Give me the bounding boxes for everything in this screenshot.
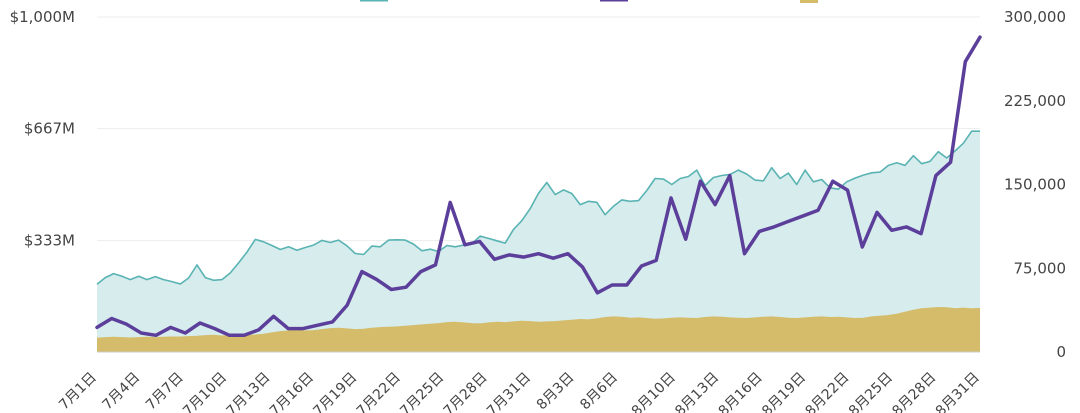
x-tick-label: 8月10日 — [629, 370, 679, 413]
legend — [360, 0, 818, 3]
x-tick-label: 8月25日 — [846, 369, 896, 413]
x-tick-label: 7月19日 — [310, 370, 360, 413]
x-tick-label: 8月16日 — [716, 370, 766, 413]
x-tick-label: 7月28日 — [441, 369, 491, 413]
y-right-tick-label: 225,000 — [1004, 92, 1066, 110]
y-right-tick-label: 75,000 — [1014, 259, 1067, 277]
x-tick-label: 8月3日 — [534, 370, 578, 413]
x-tick-label: 7月22日 — [354, 370, 404, 413]
y-left-tick-label: $1,000M — [10, 8, 75, 26]
y-axis-right: 300,000 225,000 150,000 75,000 0 — [1004, 8, 1066, 361]
x-tick-label: 7月1日 — [56, 370, 100, 413]
x-tick-label: 8月31日 — [933, 370, 983, 413]
legend-marker — [800, 0, 818, 3]
x-tick-label: 8月22日 — [803, 369, 853, 413]
area-fill — [97, 307, 980, 352]
y-axis-left: $1,000M $667M $333M — [10, 8, 75, 249]
y-left-tick-label: $667M — [24, 120, 75, 138]
x-tick-label: 7月31日 — [484, 370, 534, 413]
x-tick-label: 7月10日 — [180, 370, 230, 413]
y-right-tick-label: 0 — [1056, 343, 1066, 361]
area-fill — [97, 131, 980, 352]
area-outline — [96, 130, 980, 285]
x-tick-label: 7月13日 — [224, 370, 274, 413]
series-line — [95, 35, 982, 338]
x-tick-label: 7月25日 — [397, 370, 447, 413]
x-tick-label: 7月4日 — [100, 369, 144, 413]
x-tick-label: 7月16日 — [267, 369, 317, 413]
x-axis-labels: 7月1日 7月4日 7月7日7月10日7月13日7月16日7月19日7月22日7月2… — [56, 369, 983, 413]
y-left-tick-label: $333M — [24, 231, 75, 249]
x-tick-label: 8月19日 — [759, 370, 809, 413]
y-right-tick-label: 300,000 — [1004, 8, 1066, 26]
area-series — [96, 130, 981, 352]
x-tick-label: 8月13日 — [672, 369, 722, 413]
y-right-tick-label: 150,000 — [1004, 176, 1066, 194]
line-series — [95, 35, 982, 338]
x-tick-label: 8月6日 — [577, 370, 621, 413]
x-tick-label: 8月28日 — [889, 370, 939, 413]
x-tick-label: 7月7日 — [143, 370, 187, 413]
